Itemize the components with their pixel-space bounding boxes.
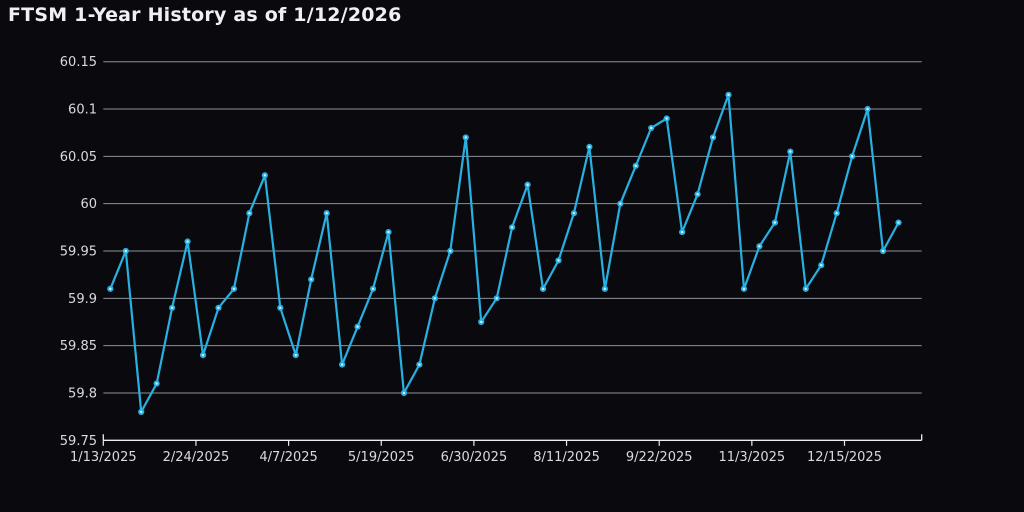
data-point-marker-center [279,306,282,309]
chart-title: FTSM 1-Year History as of 1/12/2026 [8,4,402,26]
y-tick-label: 60.1 [68,103,97,118]
data-point-marker-center [124,249,127,253]
x-tick-label: 6/30/2025 [441,450,508,465]
data-point-marker-center [634,164,637,168]
data-point-marker-center [588,145,591,149]
data-point-marker-center [804,287,807,291]
y-tick-label: 60 [80,197,97,212]
data-point-marker-center [789,150,792,153]
data-point-marker-center [866,107,869,111]
data-point-marker-center [387,230,390,234]
data-point-marker-center [371,287,375,291]
data-point-marker-center [263,174,267,177]
y-tick-label: 60.05 [60,150,97,165]
x-tick-label: 8/11/2025 [533,450,600,465]
data-point-marker-center [495,297,498,300]
data-point-marker-center [696,193,699,196]
data-point-marker-center [727,93,730,97]
x-tick-label: 12/15/2025 [807,450,882,465]
y-tick-label: 60.15 [60,55,97,70]
price-line [109,93,900,413]
data-point-marker-center [248,211,251,215]
data-point-marker-center [356,325,359,328]
x-tick-label: 1/13/2025 [70,450,137,465]
x-tick-label: 5/19/2025 [348,450,415,465]
y-tick-label: 59.75 [60,434,97,449]
data-point-marker-center [619,202,622,205]
data-point-marker-center [201,353,205,357]
data-point-marker-center [526,183,529,186]
data-point-marker-center [186,240,189,243]
data-point-marker-center [650,126,653,130]
data-point-marker-center [881,249,885,253]
data-point-marker-center [402,391,406,395]
data-point-marker-center [217,306,220,309]
y-tick-label: 59.85 [60,339,97,354]
data-point-marker-center [680,230,684,234]
x-tick-label: 2/24/2025 [163,450,230,465]
data-point-marker-center [140,410,143,414]
data-point-marker-center [294,353,297,357]
data-point-marker-center [820,263,823,267]
x-tick-label: 11/3/2025 [719,450,786,465]
data-point-marker-center [464,136,467,139]
data-point-marker-center [850,155,854,158]
y-tick-label: 59.8 [68,386,97,401]
data-point-marker-center [170,306,174,309]
data-point-marker-center [603,287,607,291]
data-point-marker-center [773,221,777,224]
data-point-marker-center [480,320,483,324]
data-point-marker-center [897,221,900,224]
x-tick-label: 4/7/2025 [259,450,317,465]
data-point-marker-center [835,211,838,215]
x-tick-label: 9/22/2025 [626,450,693,465]
data-point-marker-center [340,363,344,366]
data-point-marker-center [665,117,668,120]
data-point-marker-center [310,278,313,281]
data-point-marker-center [572,211,576,215]
data-point-marker-center [510,226,514,229]
data-point-marker-center [711,136,715,139]
y-tick-label: 59.9 [68,292,97,307]
data-point-marker-center [758,245,761,248]
data-point-marker-center [325,211,328,215]
y-tick-label: 59.95 [60,245,97,260]
data-point-marker-center [155,382,158,385]
data-point-marker-center [557,259,560,262]
data-point-marker-center [433,297,437,300]
data-point-marker-center [232,287,236,291]
data-point-marker-center [109,287,112,291]
data-point-marker-center [742,287,746,291]
data-point-marker-center [418,363,421,366]
data-point-marker-center [449,249,452,253]
data-point-marker-center [541,287,545,291]
